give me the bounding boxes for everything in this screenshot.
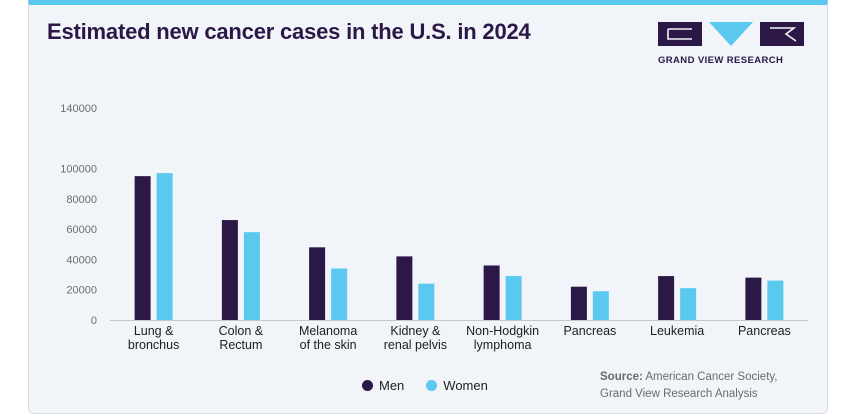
x-tick-label: Lung & bronchus xyxy=(128,324,179,352)
x-tick-label: Colon & Rectum xyxy=(219,324,264,352)
source-line-1: American Cancer Society, xyxy=(645,371,778,383)
legend: Men Women xyxy=(362,378,488,393)
y-tick-label: 60000 xyxy=(66,224,97,236)
bar-women xyxy=(331,268,348,320)
x-tick-label: Non-Hodgkin lymphoma xyxy=(466,324,539,352)
bar-women xyxy=(680,288,697,320)
bar-men xyxy=(309,247,326,320)
logo-mark-icon xyxy=(658,22,804,46)
bar-women xyxy=(156,173,173,320)
bar-women xyxy=(592,291,609,320)
x-tick-label: Kidney & renal pelvis xyxy=(384,324,447,352)
bar-women xyxy=(418,283,435,320)
bar-women xyxy=(243,232,260,320)
legend-label-women: Women xyxy=(443,378,488,393)
grand-view-research-logo: GRAND VIEW RESEARCH xyxy=(658,21,804,66)
source-line-2: Grand View Research Analysis xyxy=(600,388,758,400)
women-swatch-icon xyxy=(426,380,438,391)
bar-men xyxy=(570,286,587,320)
bar-men xyxy=(483,265,500,320)
source-note: Source: American Cancer Society, Grand V… xyxy=(600,369,777,403)
bar-women xyxy=(505,276,522,320)
y-tick-label: 80000 xyxy=(66,194,97,206)
bar-men xyxy=(658,276,675,320)
logo-text: GRAND VIEW RESEARCH xyxy=(658,55,784,66)
x-tick-label: Pancreas xyxy=(563,324,616,338)
men-swatch-icon xyxy=(362,380,373,391)
y-tick-label: 100000 xyxy=(60,164,97,176)
bar-men xyxy=(745,277,762,320)
y-tick-label: 140000 xyxy=(60,103,97,115)
legend-label-men: Men xyxy=(379,378,405,393)
legend-item-men: Men xyxy=(362,378,404,393)
source-label: Source: xyxy=(600,371,643,383)
bar-women xyxy=(767,280,784,320)
y-tick-label: 0 xyxy=(91,315,97,327)
bar-men xyxy=(396,256,413,320)
bar-men xyxy=(221,220,238,320)
x-tick-label: Pancreas xyxy=(738,324,791,338)
bar-men xyxy=(134,176,151,320)
x-tick-label: Melanoma of the skin xyxy=(299,324,357,352)
chart-title: Estimated new cancer cases in the U.S. i… xyxy=(47,19,531,44)
y-tick-label: 40000 xyxy=(66,254,97,266)
y-tick-label: 20000 xyxy=(66,285,97,297)
x-tick-label: Leukemia xyxy=(650,324,704,338)
legend-item-women: Women xyxy=(426,378,488,393)
